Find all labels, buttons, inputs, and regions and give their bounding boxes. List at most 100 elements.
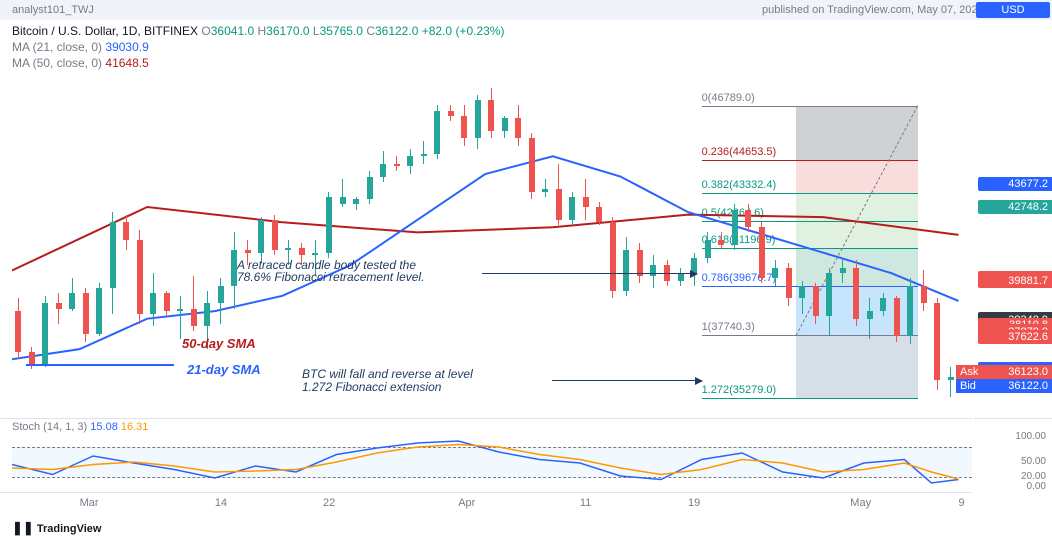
candle: [593, 75, 607, 405]
ohlc-l: 35765.0: [320, 24, 363, 38]
candle: [553, 75, 567, 405]
stoch-tick: 50.00: [1021, 456, 1046, 467]
ohlc-c: 36122.0: [375, 24, 418, 38]
ask-bid-box[interactable]: Ask36123.0Bid36122.0: [956, 365, 1052, 393]
candle: [675, 75, 689, 405]
candle: [418, 75, 432, 405]
candle: [634, 75, 648, 405]
annotation-arrow: [552, 380, 702, 381]
price-tag: 43677.2: [978, 177, 1052, 191]
candle: [904, 75, 918, 405]
ma50-label: MA (50, close, 0): [12, 56, 102, 70]
candle: [499, 75, 513, 405]
time-tick: 9: [958, 497, 964, 509]
chart-info: Bitcoin / U.S. Dollar, 1D, BITFINEX O360…: [12, 24, 504, 70]
candle: [364, 75, 378, 405]
candle: [796, 75, 810, 405]
candle: [215, 75, 229, 405]
candle: [296, 75, 310, 405]
price-tag: 39881.7: [978, 274, 1052, 288]
candle: [26, 75, 40, 405]
ma21-value: 39030.9: [105, 40, 148, 54]
candle: [607, 75, 621, 405]
candle: [742, 75, 756, 405]
stoch-tick: 100.00: [1015, 431, 1046, 442]
stochastic-panel[interactable]: Stoch (14, 1, 3) 15.08 16.31: [0, 418, 972, 488]
candle: [350, 75, 364, 405]
stoch-label: Stoch (14, 1, 3): [12, 421, 87, 433]
candle: [810, 75, 824, 405]
candle: [688, 75, 702, 405]
price-tag: 42748.2: [978, 200, 1052, 214]
ma50-value: 41648.5: [105, 56, 148, 70]
stoch-k: 15.08: [90, 421, 118, 433]
candle: [188, 75, 202, 405]
annotation-text: 21-day SMA: [187, 362, 261, 377]
candle: [729, 75, 743, 405]
candle: [431, 75, 445, 405]
candle: [80, 75, 94, 405]
candle: [228, 75, 242, 405]
candle: [539, 75, 553, 405]
candle: [255, 75, 269, 405]
time-tick: Apr: [458, 497, 475, 509]
time-tick: 11: [580, 497, 591, 509]
author: analyst101_TWJ: [12, 4, 94, 16]
candle: [837, 75, 851, 405]
annotation-text: 1.272 Fibonacci extension: [302, 380, 441, 394]
chart-plot-area[interactable]: 0(46789.0)0.236(44653.5)0.382(43332.4)0.…: [12, 75, 972, 411]
price-tag: 37622.6: [978, 330, 1052, 344]
stoch-tick: 0.00: [1027, 481, 1046, 492]
candle: [337, 75, 351, 405]
currency-button[interactable]: USD: [976, 2, 1050, 18]
ma21-label: MA (21, close, 0): [12, 40, 102, 54]
candle: [702, 75, 716, 405]
candle: [12, 75, 26, 405]
main-chart[interactable]: Bitcoin / U.S. Dollar, 1D, BITFINEX O360…: [0, 20, 972, 411]
support-line: [26, 364, 175, 366]
candle: [120, 75, 134, 405]
time-axis[interactable]: Mar1422Apr1119May9: [0, 492, 972, 516]
time-tick: 19: [688, 497, 700, 509]
stoch-plot-area[interactable]: [12, 437, 972, 486]
time-tick: 14: [215, 497, 227, 509]
candle: [391, 75, 405, 405]
annotation-arrow: [482, 273, 697, 274]
candle: [850, 75, 864, 405]
candle: [661, 75, 675, 405]
candle: [931, 75, 945, 405]
candle: [877, 75, 891, 405]
candle: [93, 75, 107, 405]
ohlc-h: 36170.0: [266, 24, 309, 38]
ohlc-o: 36041.0: [211, 24, 254, 38]
candle: [404, 75, 418, 405]
tradingview-logo: ❚❚ TradingView: [0, 518, 1052, 536]
candle: [512, 75, 526, 405]
price-axis[interactable]: USD 43677.242748.239958.039958.039958.03…: [974, 20, 1052, 411]
candle: [958, 75, 972, 405]
candle: [174, 75, 188, 405]
candle: [377, 75, 391, 405]
candle: [39, 75, 53, 405]
publish-header: analyst101_TWJ published on TradingView.…: [0, 0, 1052, 20]
candle: [769, 75, 783, 405]
candle: [323, 75, 337, 405]
candle: [891, 75, 905, 405]
candle: [526, 75, 540, 405]
time-tick: May: [850, 497, 871, 509]
candle: [945, 75, 959, 405]
annotation-text: 50-day SMA: [182, 336, 256, 351]
time-tick: Mar: [80, 497, 99, 509]
candle: [580, 75, 594, 405]
candle: [458, 75, 472, 405]
stoch-d: 16.31: [121, 421, 149, 433]
candle: [864, 75, 878, 405]
candle: [647, 75, 661, 405]
candle: [566, 75, 580, 405]
candle: [269, 75, 283, 405]
candle: [823, 75, 837, 405]
stoch-axis: 100.0050.0020.000.00: [974, 418, 1052, 488]
candle: [134, 75, 148, 405]
candle: [485, 75, 499, 405]
candle: [107, 75, 121, 405]
